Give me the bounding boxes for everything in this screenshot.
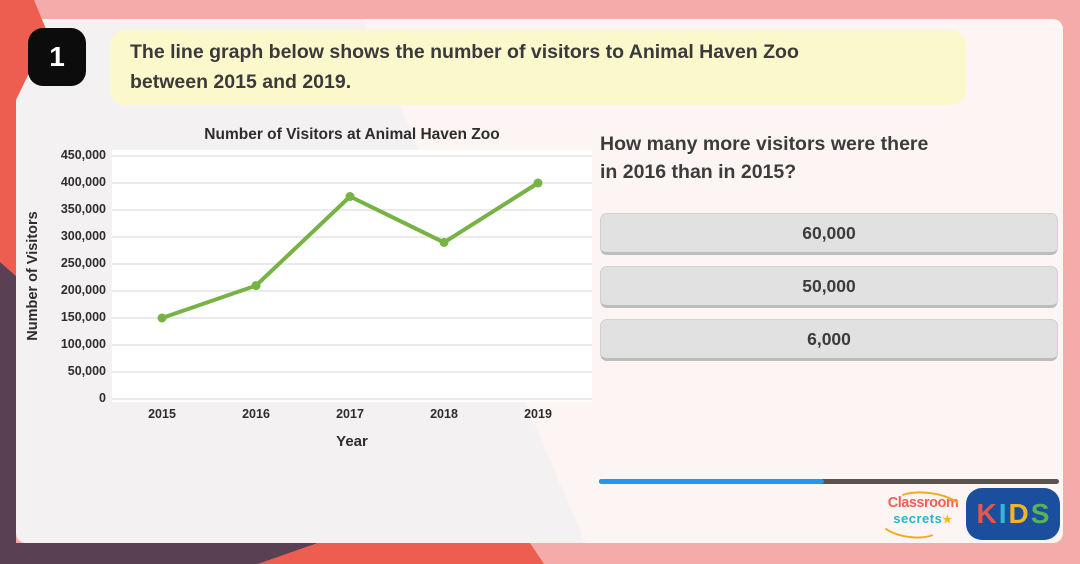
kids-logo-letter: D: [1008, 498, 1029, 529]
line-chart-plot: [112, 150, 592, 402]
progress-bar: [599, 479, 1059, 484]
star-icon: ★: [942, 513, 953, 526]
answer-option-button[interactable]: 50,000: [600, 266, 1058, 308]
answer-option-button[interactable]: 6,000: [600, 319, 1058, 361]
prompt-line1: The line graph below shows the number of…: [130, 41, 799, 63]
x-tick-label: 2016: [242, 407, 270, 421]
y-tick-label: 200,000: [60, 283, 106, 297]
x-tick-label: 2017: [336, 407, 364, 421]
question-number-badge: 1: [28, 28, 86, 86]
question-line1: How many more visitors were there: [600, 133, 929, 155]
y-tick-label: 250,000: [60, 256, 106, 270]
prompt-line2: between 2015 and 2019.: [130, 70, 352, 93]
plot-area: [112, 150, 592, 402]
y-tick-label: 450,000: [60, 148, 106, 162]
y-tick-label: 300,000: [60, 229, 106, 243]
y-tick-label: 100,000: [60, 337, 106, 351]
kids-logo-letter: I: [998, 498, 1007, 529]
data-point-marker: [251, 281, 261, 291]
data-point-marker: [533, 178, 543, 188]
y-tick-label: 350,000: [60, 202, 106, 216]
progress-bar-fill: [599, 479, 825, 484]
x-tick-label: 2018: [430, 407, 458, 421]
kids-logo-letter: S: [1030, 498, 1050, 529]
kids-logo-letter: K: [976, 498, 997, 529]
quiz-card: The line graph below shows the number of…: [16, 19, 1063, 543]
chart-title: Number of Visitors at Animal Haven Zoo: [204, 126, 500, 143]
question-line2: in 2016 than in 2015?: [600, 160, 797, 183]
question-text: How many more visitors were there in 201…: [600, 131, 1052, 186]
y-tick-label: 400,000: [60, 175, 106, 189]
prompt-banner: The line graph below shows the number of…: [110, 30, 966, 106]
brand-name-classroom: Classroom: [887, 495, 959, 511]
data-point-marker: [439, 237, 449, 247]
brand-name-secrets: secrets★: [893, 510, 953, 526]
answer-option-button[interactable]: 60,000: [600, 213, 1058, 255]
x-tick-label: 2015: [148, 407, 176, 421]
y-tick-label: 150,000: [60, 310, 106, 324]
data-point-marker: [157, 313, 167, 323]
data-point-marker: [345, 192, 355, 201]
x-axis-label: Year: [336, 433, 368, 450]
y-tick-label: 50,000: [67, 364, 106, 378]
x-tick-label: 2019: [524, 407, 552, 421]
y-tick-label: 0: [99, 391, 106, 405]
classroom-secrets-logo: Classroom secrets★: [878, 487, 966, 543]
